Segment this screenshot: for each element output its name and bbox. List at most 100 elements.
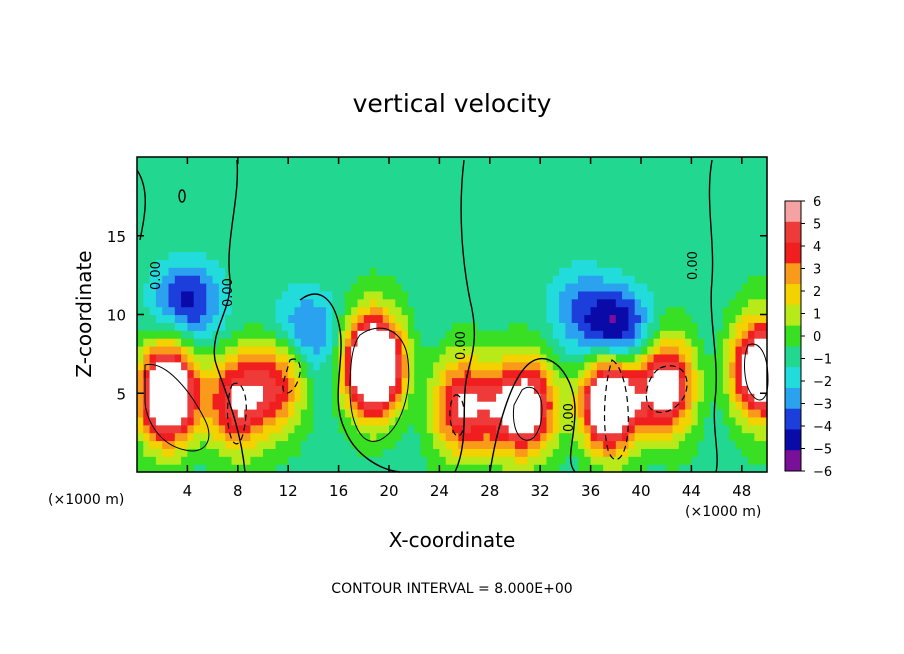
field-cell (464, 290, 472, 300)
field-cell (206, 212, 214, 221)
field-cell (496, 353, 503, 363)
field-cell (546, 393, 554, 402)
field-cell (741, 306, 749, 316)
field-cell (294, 235, 302, 245)
field-cell (760, 346, 768, 355)
field-cell (464, 393, 472, 402)
field-cell (741, 267, 749, 276)
field-cell (754, 283, 762, 292)
field-cell (533, 424, 541, 434)
field-cell (263, 235, 270, 245)
field-cell (464, 361, 472, 371)
field-cell (426, 393, 434, 402)
field-cell (288, 369, 296, 379)
field-cell (634, 314, 642, 323)
chart-title: vertical velocity (353, 89, 552, 118)
field-cell (168, 416, 176, 426)
field-cell (641, 290, 648, 300)
field-cell (609, 456, 617, 465)
field-cell (206, 385, 214, 394)
field-cell (288, 393, 296, 402)
field-cell (294, 416, 302, 426)
x-tick-label: 48 (732, 482, 751, 500)
field-cell (653, 283, 661, 292)
field-cell (590, 377, 598, 386)
field-cell (710, 243, 718, 253)
field-cell (704, 157, 711, 166)
field-cell (754, 180, 762, 190)
field-cell (143, 393, 151, 402)
field-cell (357, 416, 365, 426)
field-cell (370, 353, 377, 363)
field-cell (729, 409, 737, 418)
field-cell (697, 424, 705, 434)
field-cell (571, 212, 579, 221)
field-cell (281, 204, 289, 213)
field-cell (174, 330, 182, 339)
field-cell (143, 251, 151, 260)
field-cell (533, 393, 541, 402)
field-cell (307, 338, 314, 347)
field-cell (452, 401, 459, 410)
field-cell (584, 290, 592, 300)
field-cell (735, 377, 743, 386)
field-cell (628, 330, 636, 339)
field-cell (269, 401, 277, 410)
field-cell (691, 290, 699, 300)
field-cell (603, 369, 611, 379)
field-cell (596, 464, 604, 473)
field-cell (697, 251, 705, 260)
field-cell (596, 456, 604, 465)
field-cell (414, 361, 422, 371)
field-cell (483, 157, 491, 166)
field-cell (685, 243, 692, 253)
field-cell (641, 188, 648, 197)
field-cell (168, 235, 176, 245)
field-cell (691, 401, 699, 410)
field-cell (691, 157, 699, 166)
field-cell (489, 267, 497, 276)
field-cell (533, 212, 541, 221)
field-cell (565, 401, 573, 410)
field-cell (275, 409, 283, 418)
colorbar-swatch (785, 263, 801, 285)
field-cell (678, 204, 686, 213)
field-cell (672, 338, 680, 347)
field-cell (294, 346, 302, 355)
field-cell (496, 235, 503, 245)
field-cell (376, 377, 384, 386)
field-cell (716, 322, 724, 331)
colorbar-swatch (785, 221, 801, 243)
field-cell (332, 393, 340, 402)
field-cell (735, 361, 743, 371)
field-cell (477, 157, 485, 166)
field-cell (722, 416, 730, 426)
field-cell (300, 290, 308, 300)
field-cell (307, 212, 314, 221)
field-cell (710, 306, 718, 316)
field-cell (187, 172, 195, 182)
field-cell (294, 338, 302, 347)
field-cell (685, 188, 692, 197)
field-cell (489, 243, 497, 253)
field-cell (502, 393, 510, 402)
field-cell (357, 275, 365, 284)
field-cell (628, 227, 636, 237)
field-cell (206, 338, 214, 347)
zero-contour (299, 293, 401, 473)
field-cell (685, 220, 692, 229)
field-cell (527, 448, 535, 457)
field-cell (174, 267, 182, 276)
field-cell (313, 338, 321, 347)
field-cell (596, 275, 604, 284)
field-cell (470, 235, 478, 245)
field-cell (294, 251, 302, 260)
field-cell (174, 353, 182, 363)
field-cell (218, 369, 226, 379)
field-cell (237, 220, 245, 229)
field-cell (313, 220, 321, 229)
contour-label: 0.00 (221, 278, 236, 307)
field-cell (389, 227, 396, 237)
field-cell (181, 401, 188, 410)
field-cell (401, 267, 409, 276)
